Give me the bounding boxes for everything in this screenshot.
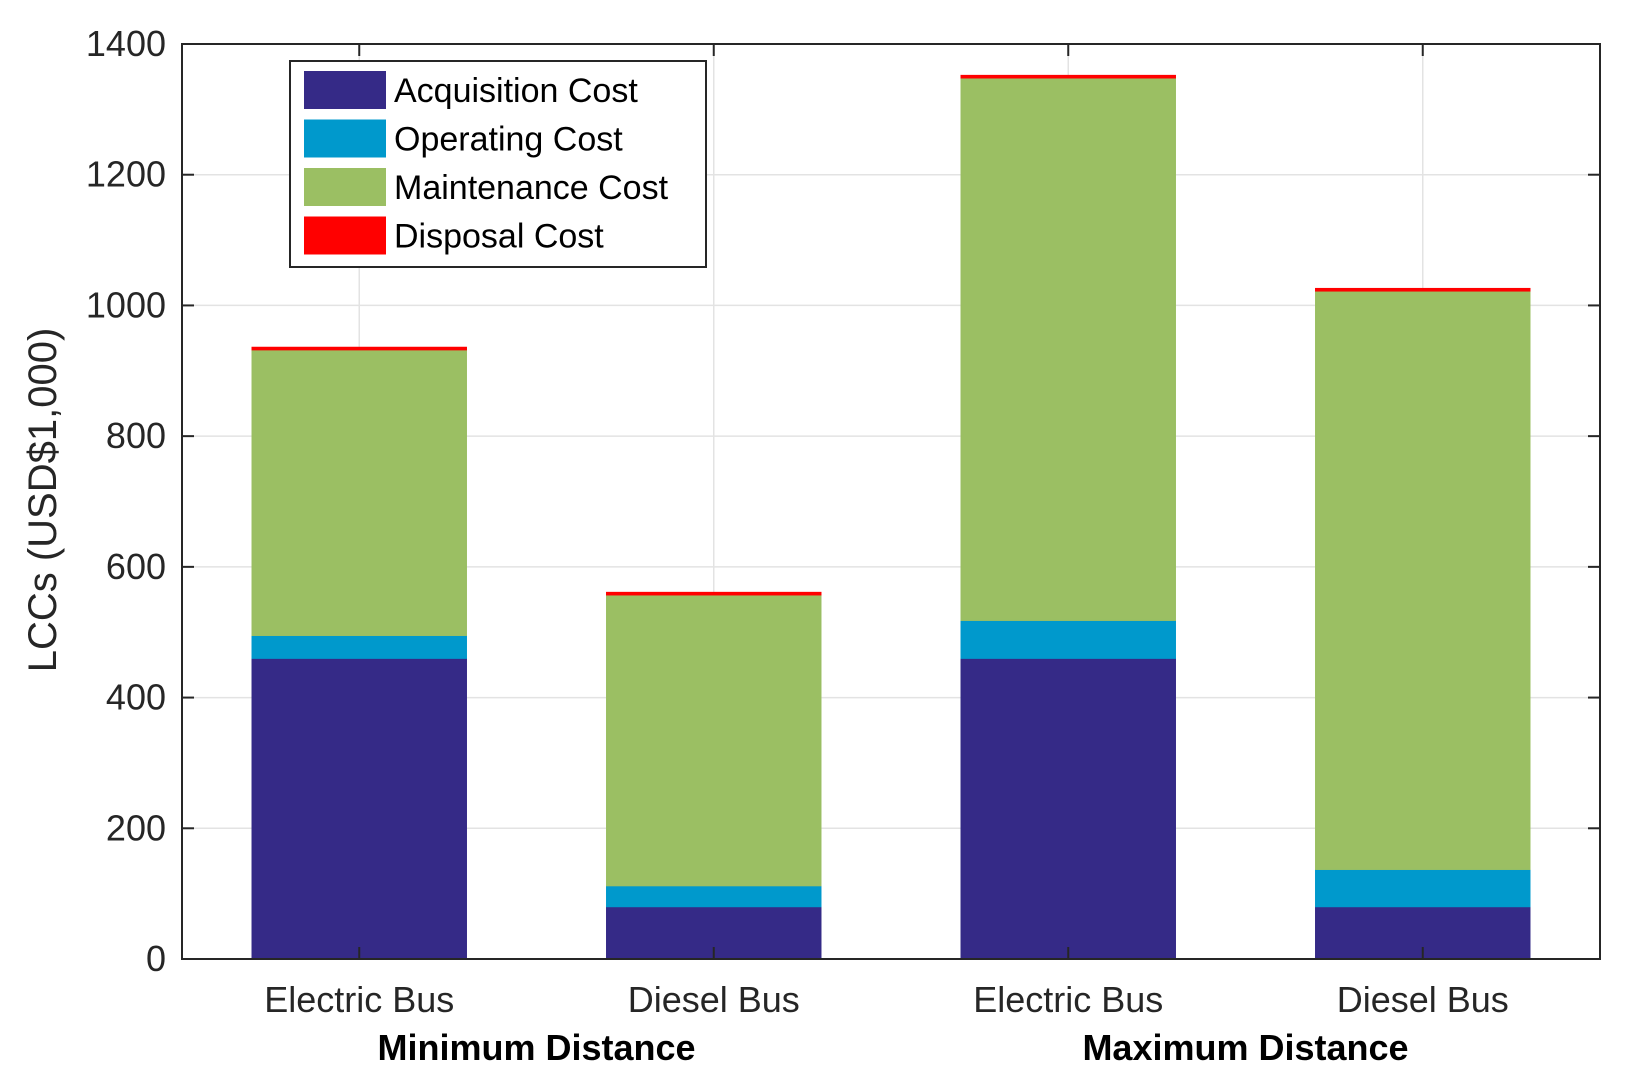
group-label: Minimum Distance [377,1027,695,1068]
x-tick-label: Electric Bus [264,979,454,1020]
bar-segment-acquisition-cost [960,657,1176,960]
y-tick-label: 400 [106,677,166,718]
legend: Acquisition Cost Operating Cost Maintenanc… [289,60,707,268]
y-tick-label: 800 [106,415,166,456]
y-tick-label: 1200 [86,154,166,195]
legend-label: Operating Cost [394,121,623,159]
bar-segment-maintenance-cost [1315,290,1531,870]
y-tick-label: 200 [106,807,166,848]
y-axis-label: LCCs (USD$1,000) [21,328,65,673]
bars-layer [251,74,1531,960]
x-tick-label: Diesel Bus [1337,979,1509,1020]
y-tick-label: 0 [146,938,166,979]
legend-swatch [304,216,386,255]
legend-label: Maintenance Cost [394,169,669,207]
legend-swatch [304,119,386,158]
bar-segment-operating-cost [1315,868,1531,908]
legend-swatch [304,71,386,109]
x-tick-label: Electric Bus [973,979,1163,1020]
bar-segment-disposal-cost [251,346,467,351]
plot-frame [181,43,1601,960]
y-axis: 0 200 400 600 800 1000 1200 1400 [86,23,1600,979]
bar-segment-maintenance-cost [251,349,467,636]
legend-label: Acquisition Cost [394,72,638,110]
y-tick-label: 600 [106,546,166,587]
legend-swatch [304,168,386,206]
bar-segment-operating-cost [960,619,1176,659]
bar-segment-disposal-cost [606,591,822,596]
group-label: Maximum Distance [1082,1027,1408,1068]
bar-segment-operating-cost [251,634,467,659]
y-tick-label: 1000 [86,284,166,325]
bar-segment-maintenance-cost [606,594,822,887]
x-tick-label: Diesel Bus [628,979,800,1020]
bar-segment-disposal-cost [1315,287,1531,292]
bar-segment-maintenance-cost [960,77,1176,621]
bar-segment-operating-cost [606,885,822,908]
bar-segment-disposal-cost [960,74,1176,79]
y-tick-label: 1400 [86,23,166,64]
bar-segment-acquisition-cost [251,657,467,960]
x-axis: Electric Bus Diesel Bus Electric Bus Diesel… [264,44,1509,1068]
legend-label: Disposal Cost [394,218,604,256]
